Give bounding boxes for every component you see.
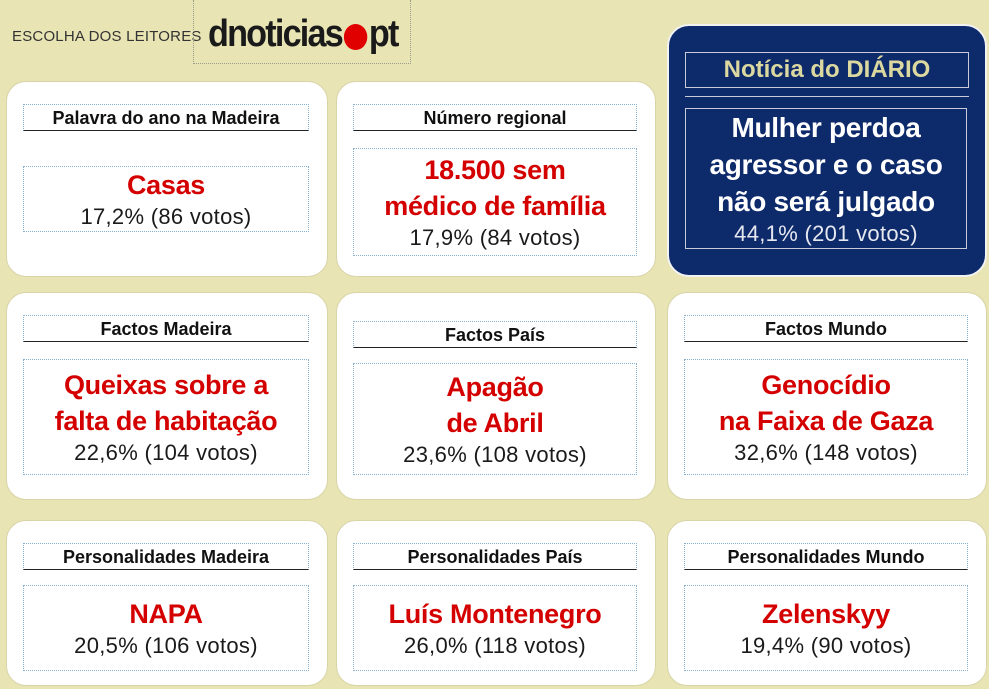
card-category: Factos País <box>353 321 637 348</box>
card-category: Factos Madeira <box>23 315 309 342</box>
title-line: na Faixa de Gaza <box>718 406 934 436</box>
vote-result: 32,6% (148 votos) <box>734 440 918 465</box>
title-line: Genocídio <box>761 370 891 400</box>
title-line: Casas <box>126 170 206 200</box>
card-category: Personalidades Mundo <box>684 543 968 570</box>
card-category: Notícia do DIÁRIO <box>685 52 969 88</box>
title-line: médico de família <box>384 191 606 221</box>
logo-dot-icon <box>343 24 368 50</box>
card-category: Personalidades País <box>353 543 637 570</box>
title-line: de Abril <box>446 408 544 438</box>
logo-frame <box>193 0 411 64</box>
card-title: Casas <box>127 167 205 203</box>
card-category: Número regional <box>353 104 637 131</box>
vote-result: 44,1% (201 votos) <box>734 221 918 246</box>
card-title: Zelenskyy <box>762 596 890 632</box>
card-body: Luís Montenegro 26,0% (118 votos) <box>353 585 637 671</box>
card-palavra-do-ano: Palavra do ano na Madeira Casas 17,2% (8… <box>6 81 328 277</box>
card-title: Mulher perdoa agressor e o caso não será… <box>709 109 942 220</box>
title-line: agressor e o caso <box>709 149 943 180</box>
vote-result: 17,2% (86 votos) <box>80 204 252 229</box>
card-category: Palavra do ano na Madeira <box>23 104 309 131</box>
card-personalidades-mundo: Personalidades Mundo Zelenskyy 19,4% (90… <box>667 520 987 686</box>
vote-result: 26,0% (118 votos) <box>403 633 586 658</box>
title-line: Queixas sobre a <box>63 370 269 400</box>
divider <box>685 96 969 97</box>
title-line: não será julgado <box>717 186 935 217</box>
title-line: NAPA <box>129 599 203 629</box>
vote-result: 22,6% (104 votos) <box>74 440 258 465</box>
card-title: NAPA <box>129 596 203 632</box>
vote-result: 20,5% (106 votos) <box>74 633 258 658</box>
logo-text-main: dnoticias <box>208 12 344 55</box>
card-category: Factos Mundo <box>684 315 968 342</box>
page-header: ESCOLHA DOS LEITORES dnoticias pt <box>0 0 420 68</box>
card-personalidades-madeira: Personalidades Madeira NAPA 20,5% (106 v… <box>6 520 328 686</box>
card-noticia-do-diario: Notícia do DIÁRIO Mulher perdoa agressor… <box>667 24 987 277</box>
title-line: Luís Montenegro <box>388 599 602 629</box>
card-body: Queixas sobre a falta de habitação 22,6%… <box>23 359 309 475</box>
card-body: NAPA 20,5% (106 votos) <box>23 585 309 671</box>
card-title: 18.500 sem médico de família <box>384 152 606 224</box>
vote-result: 23,6% (108 votos) <box>403 442 587 467</box>
card-body: Genocídio na Faixa de Gaza 32,6% (148 vo… <box>684 359 968 475</box>
card-body: Mulher perdoa agressor e o caso não será… <box>685 108 967 249</box>
card-body: Apagão de Abril 23,6% (108 votos) <box>353 363 637 475</box>
card-title: Genocídio na Faixa de Gaza <box>718 367 934 439</box>
title-line: 18.500 sem <box>424 155 566 185</box>
card-factos-mundo: Factos Mundo Genocídio na Faixa de Gaza … <box>667 292 987 500</box>
card-body: 18.500 sem médico de família 17,9% (84 v… <box>353 148 637 256</box>
card-personalidades-pais: Personalidades País Luís Montenegro 26,0… <box>336 520 656 686</box>
card-factos-pais: Factos País Apagão de Abril 23,6% (108 v… <box>336 292 656 500</box>
dnoticias-logo[interactable]: dnoticias pt <box>208 8 399 60</box>
title-line: falta de habitação <box>54 406 278 436</box>
title-line: Mulher perdoa <box>731 112 921 143</box>
card-title: Apagão de Abril <box>446 369 544 441</box>
logo-text-suffix: pt <box>368 12 399 55</box>
vote-result: 17,9% (84 votos) <box>409 225 581 250</box>
card-numero-regional: Número regional 18.500 sem médico de fam… <box>336 81 656 277</box>
section-label: ESCOLHA DOS LEITORES <box>12 28 202 45</box>
card-body: Zelenskyy 19,4% (90 votos) <box>684 585 968 671</box>
title-line: Apagão <box>446 372 544 402</box>
title-line: Zelenskyy <box>762 599 890 629</box>
card-title: Queixas sobre a falta de habitação <box>55 367 278 439</box>
card-factos-madeira: Factos Madeira Queixas sobre a falta de … <box>6 292 328 500</box>
vote-result: 19,4% (90 votos) <box>740 633 912 658</box>
card-title: Luís Montenegro <box>389 596 602 632</box>
card-body: Casas 17,2% (86 votos) <box>23 166 309 232</box>
card-category: Personalidades Madeira <box>23 543 309 570</box>
